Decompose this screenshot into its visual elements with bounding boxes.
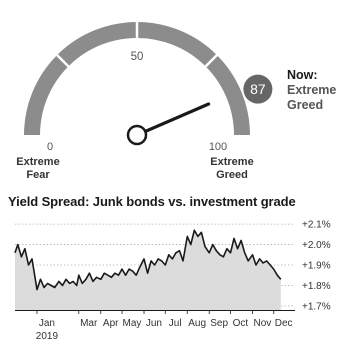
x-tick-label: Jan [39,318,55,329]
x-tick-label: Nov [253,318,271,329]
gauge-min-caption: Extreme Fear [16,156,60,181]
now-label: Now: [287,68,318,82]
gauge-divider-75 [203,53,219,69]
gauge-divider-25 [55,53,71,69]
y-tick-label: +1.9% [302,261,331,272]
x-tick-label: May [123,318,142,329]
y-tick-label: +2.1% [302,220,331,231]
y-axis-ticks: +2.1% +2.0% +1.9% +1.8% +1.7% [302,220,331,313]
y-tick-label: +1.8% [302,281,331,292]
now-value: Extreme Greed [287,83,337,112]
fear-greed-gauge: 87 50 [24,21,273,146]
x-tick-label: Sep [210,318,228,329]
x-tick-label: Oct [233,318,249,329]
x-year-label: 2019 [36,331,59,342]
y-tick-label: +1.7% [302,301,331,312]
x-tick-label: Mar [80,318,98,329]
x-tick-label: Aug [188,318,206,329]
yield-spread-chart: +2.1% +2.0% +1.9% +1.8% +1.7% Jan Mar Apr May Ju… [14,220,331,342]
y-tick-label: +2.0% [302,240,331,251]
gauge-hub [126,124,148,146]
gauge-scale-0: 0 [46,141,54,153]
x-tick-label: Dec [275,318,293,329]
gauge-scale-50: 50 [131,51,144,63]
gauge-value-dot [243,74,273,104]
spread-line [14,229,282,291]
spread-area-fill [15,230,281,310]
x-axis-ticks: Jan Mar Apr May Jun Jul Aug Sep Oct Nov Dec 2019 [36,310,293,342]
gauge-arc [24,22,250,136]
gauge-max-caption: Extreme Greed [210,156,254,181]
gauge-scale-100: 100 [208,141,228,153]
gauge-divider-ticks [55,21,219,69]
gauge-value-text: 87 [250,81,266,97]
chart-title: Yield Spread: Junk bonds vs. investment … [8,194,296,209]
gauge-needle [135,102,211,137]
x-tick-label: Apr [103,318,119,329]
x-tick-label: Jun [146,318,162,329]
x-tick-label: Jul [169,318,182,329]
current-reading: Now: Extreme Greed [287,68,337,113]
